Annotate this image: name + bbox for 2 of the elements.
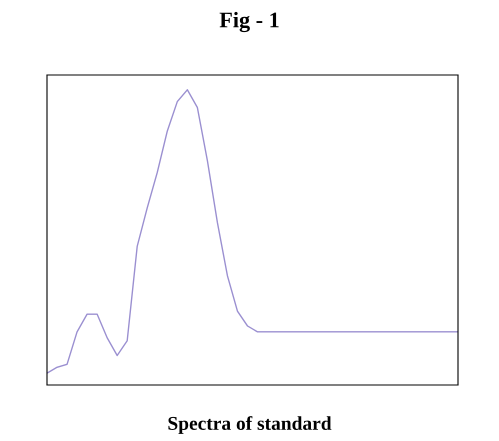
text: Spectra of standard (168, 416, 332, 434)
chart-title: Fig - 1 (220, 12, 279, 32)
